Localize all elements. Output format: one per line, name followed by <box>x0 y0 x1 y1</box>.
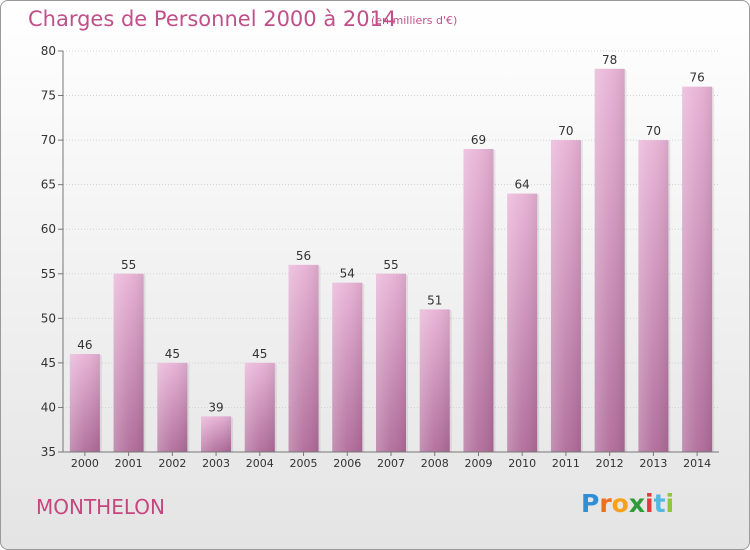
x-tick-label: 2010 <box>508 457 536 470</box>
data-label: 45 <box>165 347 180 361</box>
data-label: 69 <box>471 133 486 147</box>
x-tick-label: 2007 <box>377 457 405 470</box>
logo-letter: x <box>628 489 645 518</box>
bar-highlight <box>288 264 319 452</box>
data-label: 51 <box>427 293 442 307</box>
x-tick-label: 2002 <box>158 457 186 470</box>
chart-subtitle: (en milliers d'€) <box>371 14 458 27</box>
y-tick-label: 50 <box>41 311 56 325</box>
x-tick-label: 2012 <box>596 457 624 470</box>
logo-letter: o <box>611 489 629 518</box>
x-tick-label: 2011 <box>552 457 580 470</box>
x-tick-label: 2005 <box>290 457 318 470</box>
bar-highlight <box>201 416 232 452</box>
y-tick-label: 40 <box>41 400 56 414</box>
y-tick-label: 55 <box>41 267 56 281</box>
proxiti-logo: Proxiti <box>581 489 674 518</box>
x-tick-label: 2003 <box>202 457 230 470</box>
bar-highlight <box>594 68 625 453</box>
logo-letter: i <box>665 489 675 518</box>
x-tick-label: 2004 <box>246 457 274 470</box>
x-tick-label: 2013 <box>639 457 667 470</box>
bar-highlight <box>463 149 494 452</box>
data-label: 55 <box>121 258 136 272</box>
data-label: 76 <box>689 71 704 85</box>
data-label: 56 <box>296 249 311 263</box>
y-tick-label: 45 <box>41 356 56 370</box>
x-tick-label: 2000 <box>71 457 99 470</box>
data-label: 54 <box>340 267 355 281</box>
x-tick-label: 2009 <box>464 457 492 470</box>
y-tick-label: 65 <box>41 178 56 192</box>
y-tick-label: 75 <box>41 89 56 103</box>
bar-highlight <box>69 353 100 452</box>
bars <box>69 68 715 453</box>
data-label: 39 <box>208 400 223 414</box>
y-tick-label: 80 <box>41 44 56 58</box>
data-label: 64 <box>515 178 530 192</box>
x-tick-label: 2006 <box>333 457 361 470</box>
x-tick-label: 2008 <box>421 457 449 470</box>
data-label: 78 <box>602 53 617 67</box>
x-tick-label: 2001 <box>115 457 143 470</box>
y-tick-label: 35 <box>41 445 56 459</box>
bar-highlight <box>682 86 713 453</box>
logo-letter: r <box>599 489 612 518</box>
data-label: 46 <box>77 338 92 352</box>
data-label: 70 <box>558 124 573 138</box>
bar-highlight <box>113 273 144 452</box>
data-label: 55 <box>383 258 398 272</box>
y-tick-label: 70 <box>41 133 56 147</box>
bar-highlight <box>638 140 669 452</box>
bar-highlight <box>376 273 406 452</box>
logo-letter: P <box>581 489 600 518</box>
bar-highlight <box>332 282 363 452</box>
bar-highlight <box>244 362 275 452</box>
data-label: 45 <box>252 347 267 361</box>
commune-name: MONTHELON <box>36 495 165 519</box>
y-tick-label: 60 <box>41 222 56 236</box>
logo-letter: i <box>645 489 654 518</box>
data-label: 70 <box>646 124 661 138</box>
axes: 35 40 45 50 55 60 65 70 75 80 2000 2001 2002 2003 2004… <box>41 44 719 470</box>
data-labels: 46 55 45 39 45 56 54 55 51 69 64 70 78 70 76 <box>77 53 705 415</box>
x-tick-label: 2014 <box>683 457 711 470</box>
chart-title: Charges de Personnel 2000 à 2014 <box>28 7 397 31</box>
bar-highlight <box>419 309 450 452</box>
bar-highlight <box>507 193 538 453</box>
bar-highlight <box>157 362 188 452</box>
bar-highlight <box>550 140 581 452</box>
logo-letter: t <box>653 489 666 518</box>
